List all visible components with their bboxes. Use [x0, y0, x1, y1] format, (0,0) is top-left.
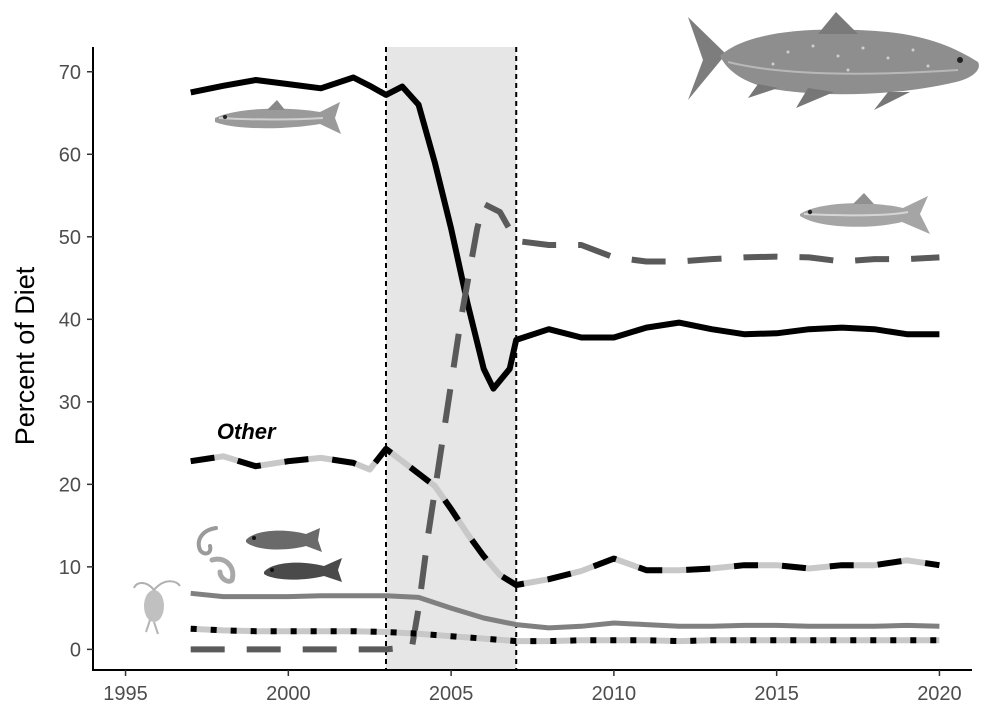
- x-tick-label: 2015: [754, 683, 799, 705]
- x-tick-label: 2020: [917, 683, 962, 705]
- series-3-line: [190, 445, 940, 588]
- lake-trout-fish-icon: [688, 12, 979, 110]
- zooplankton-icon: [133, 580, 181, 635]
- y-tick-label: 10: [59, 557, 81, 579]
- x-tick-label: 1995: [103, 683, 148, 705]
- x-tick-label: 2010: [592, 683, 637, 705]
- x-tick-label: 2000: [266, 683, 311, 705]
- y-tick-label: 30: [59, 392, 81, 414]
- series-5-line: [190, 625, 940, 645]
- y-tick-label: 50: [59, 227, 81, 249]
- y-tick-label: 0: [70, 639, 81, 661]
- rainbow-smelt-fish-icon: [215, 100, 341, 134]
- y-axis-title: Percent of Diet: [10, 266, 40, 445]
- x-tick-label: 2005: [429, 683, 474, 705]
- annotation-other-label: Other: [217, 419, 277, 444]
- y-tick-label: 40: [59, 309, 81, 331]
- y-tick-label: 60: [59, 144, 81, 166]
- series-layer: [190, 74, 940, 653]
- y-tick-label: 20: [59, 474, 81, 496]
- goby-fish-icon: [246, 528, 342, 582]
- shrimp-icon: [196, 526, 236, 584]
- shaded-period-band: [386, 47, 517, 670]
- y-tick-label: 70: [59, 62, 81, 84]
- series-2-line: [190, 200, 940, 653]
- alewife-fish-icon: [800, 193, 930, 234]
- x-ticks: 1995 2000 2005 2010 2015 2020: [103, 670, 962, 705]
- series-1-line: [190, 74, 940, 392]
- shaded-period-layer: [385, 47, 518, 670]
- y-ticks: 0 10 20 30 40 50 60 70: [59, 62, 93, 661]
- axes-layer: 1995 2000 2005 2010 2015 2020 0 10 20 30 40 50 60 70…: [10, 47, 972, 705]
- series-4-line: [190, 590, 940, 631]
